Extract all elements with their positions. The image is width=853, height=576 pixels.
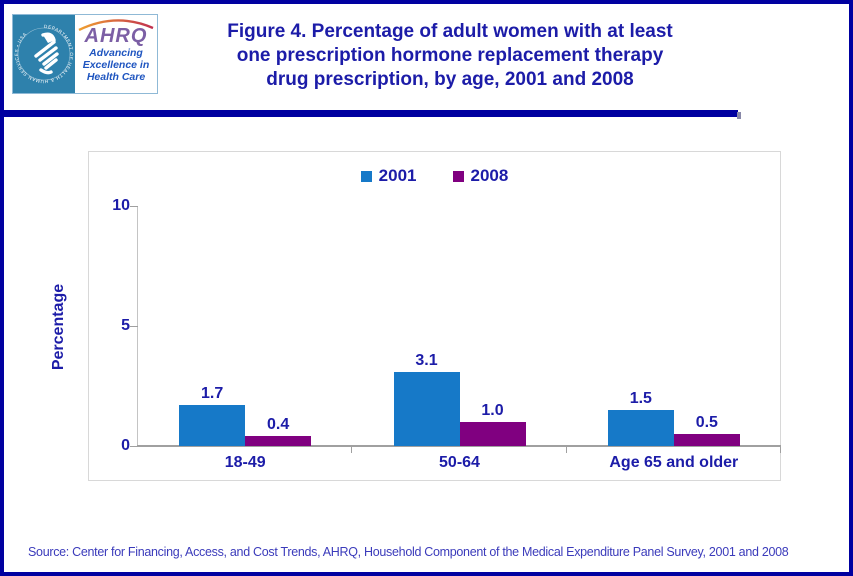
bar-2008 xyxy=(459,422,526,446)
x-axis-category-label: 50-64 xyxy=(439,454,480,471)
x-axis-tick xyxy=(351,446,353,453)
y-axis-tick xyxy=(130,446,138,447)
chart-legend: 2001 2008 xyxy=(88,166,781,186)
bar-value-label: 1.5 xyxy=(629,390,652,407)
legend-swatch-2008-icon xyxy=(452,170,464,182)
figure-title-line-2: one prescription hormone replacement the… xyxy=(236,45,664,66)
agency-logo-block: DEPARTMENT OF HEALTH & HUMAN SERVICES • … xyxy=(12,14,158,94)
ahrq-acronym: AHRQ xyxy=(84,25,148,47)
header-divider-shadow xyxy=(737,112,741,119)
hhs-eagle-icon: DEPARTMENT OF HEALTH & HUMAN SERVICES • … xyxy=(14,24,73,84)
y-axis-tick-label: 0 xyxy=(121,437,130,454)
bar-2001 xyxy=(393,371,460,446)
bar-value-label: 1.0 xyxy=(481,402,504,419)
x-axis-category-label: 18-49 xyxy=(224,454,266,471)
bar-value-label: 0.4 xyxy=(267,416,290,434)
figure-title: Figure 4. Percentage of adult women with… xyxy=(170,20,730,92)
bar-value-label: 1.7 xyxy=(201,385,224,403)
bar-value-label: 3.1 xyxy=(415,351,438,369)
y-axis-tick-label: 10 xyxy=(112,197,130,214)
y-axis-tick xyxy=(130,206,138,207)
bar-value-label: 0.5 xyxy=(695,414,718,431)
ahrq-arc-icon xyxy=(78,19,154,31)
ahrq-tagline: Advancing Excellence in Health Care xyxy=(82,47,150,83)
figure-title-line-3: drug prescription, by age, 2001 and 2008 xyxy=(266,69,634,90)
x-axis-tick xyxy=(565,446,567,453)
x-axis-tick xyxy=(780,446,781,453)
y-axis-tick-label: 5 xyxy=(121,317,130,334)
x-axis-line xyxy=(137,445,781,447)
header-divider-bar xyxy=(0,110,738,117)
legend-label-2008: 2008 xyxy=(470,166,509,185)
bar-2008 xyxy=(673,434,740,446)
bar-2001 xyxy=(179,405,246,446)
bar-2001 xyxy=(607,410,674,446)
hhs-logo: DEPARTMENT OF HEALTH & HUMAN SERVICES • … xyxy=(13,15,75,93)
figure-title-line-1: Figure 4. Percentage of adult women with… xyxy=(227,21,673,42)
legend-item-2001: 2001 xyxy=(360,166,417,186)
y-axis-title: Percentage xyxy=(50,283,67,371)
source-note: Source: Center for Financing, Access, an… xyxy=(28,545,789,559)
x-axis-category-label: Age 65 and older xyxy=(609,454,739,471)
ahrq-logo: AHRQ Advancing Excellence in Health Care xyxy=(75,15,157,93)
bar-2008 xyxy=(245,436,312,446)
y-axis-tick xyxy=(130,326,138,327)
legend-swatch-2001-icon xyxy=(360,170,372,182)
legend-label-2001: 2001 xyxy=(378,166,417,185)
legend-item-2008: 2008 xyxy=(452,166,509,186)
